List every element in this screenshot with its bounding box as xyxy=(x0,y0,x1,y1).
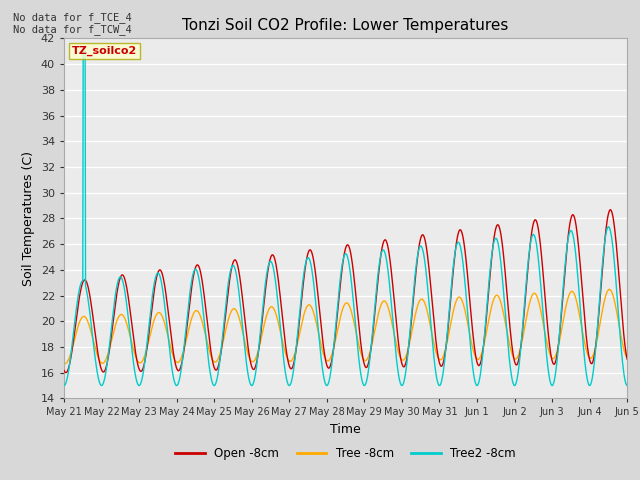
Text: No data for f_TCE_4
No data for f_TCW_4: No data for f_TCE_4 No data for f_TCW_4 xyxy=(13,12,132,36)
Legend: Open -8cm, Tree -8cm, Tree2 -8cm: Open -8cm, Tree -8cm, Tree2 -8cm xyxy=(170,442,521,465)
Title: Tonzi Soil CO2 Profile: Lower Temperatures: Tonzi Soil CO2 Profile: Lower Temperatur… xyxy=(182,18,509,33)
X-axis label: Time: Time xyxy=(330,423,361,436)
Y-axis label: Soil Temperatures (C): Soil Temperatures (C) xyxy=(22,151,35,286)
